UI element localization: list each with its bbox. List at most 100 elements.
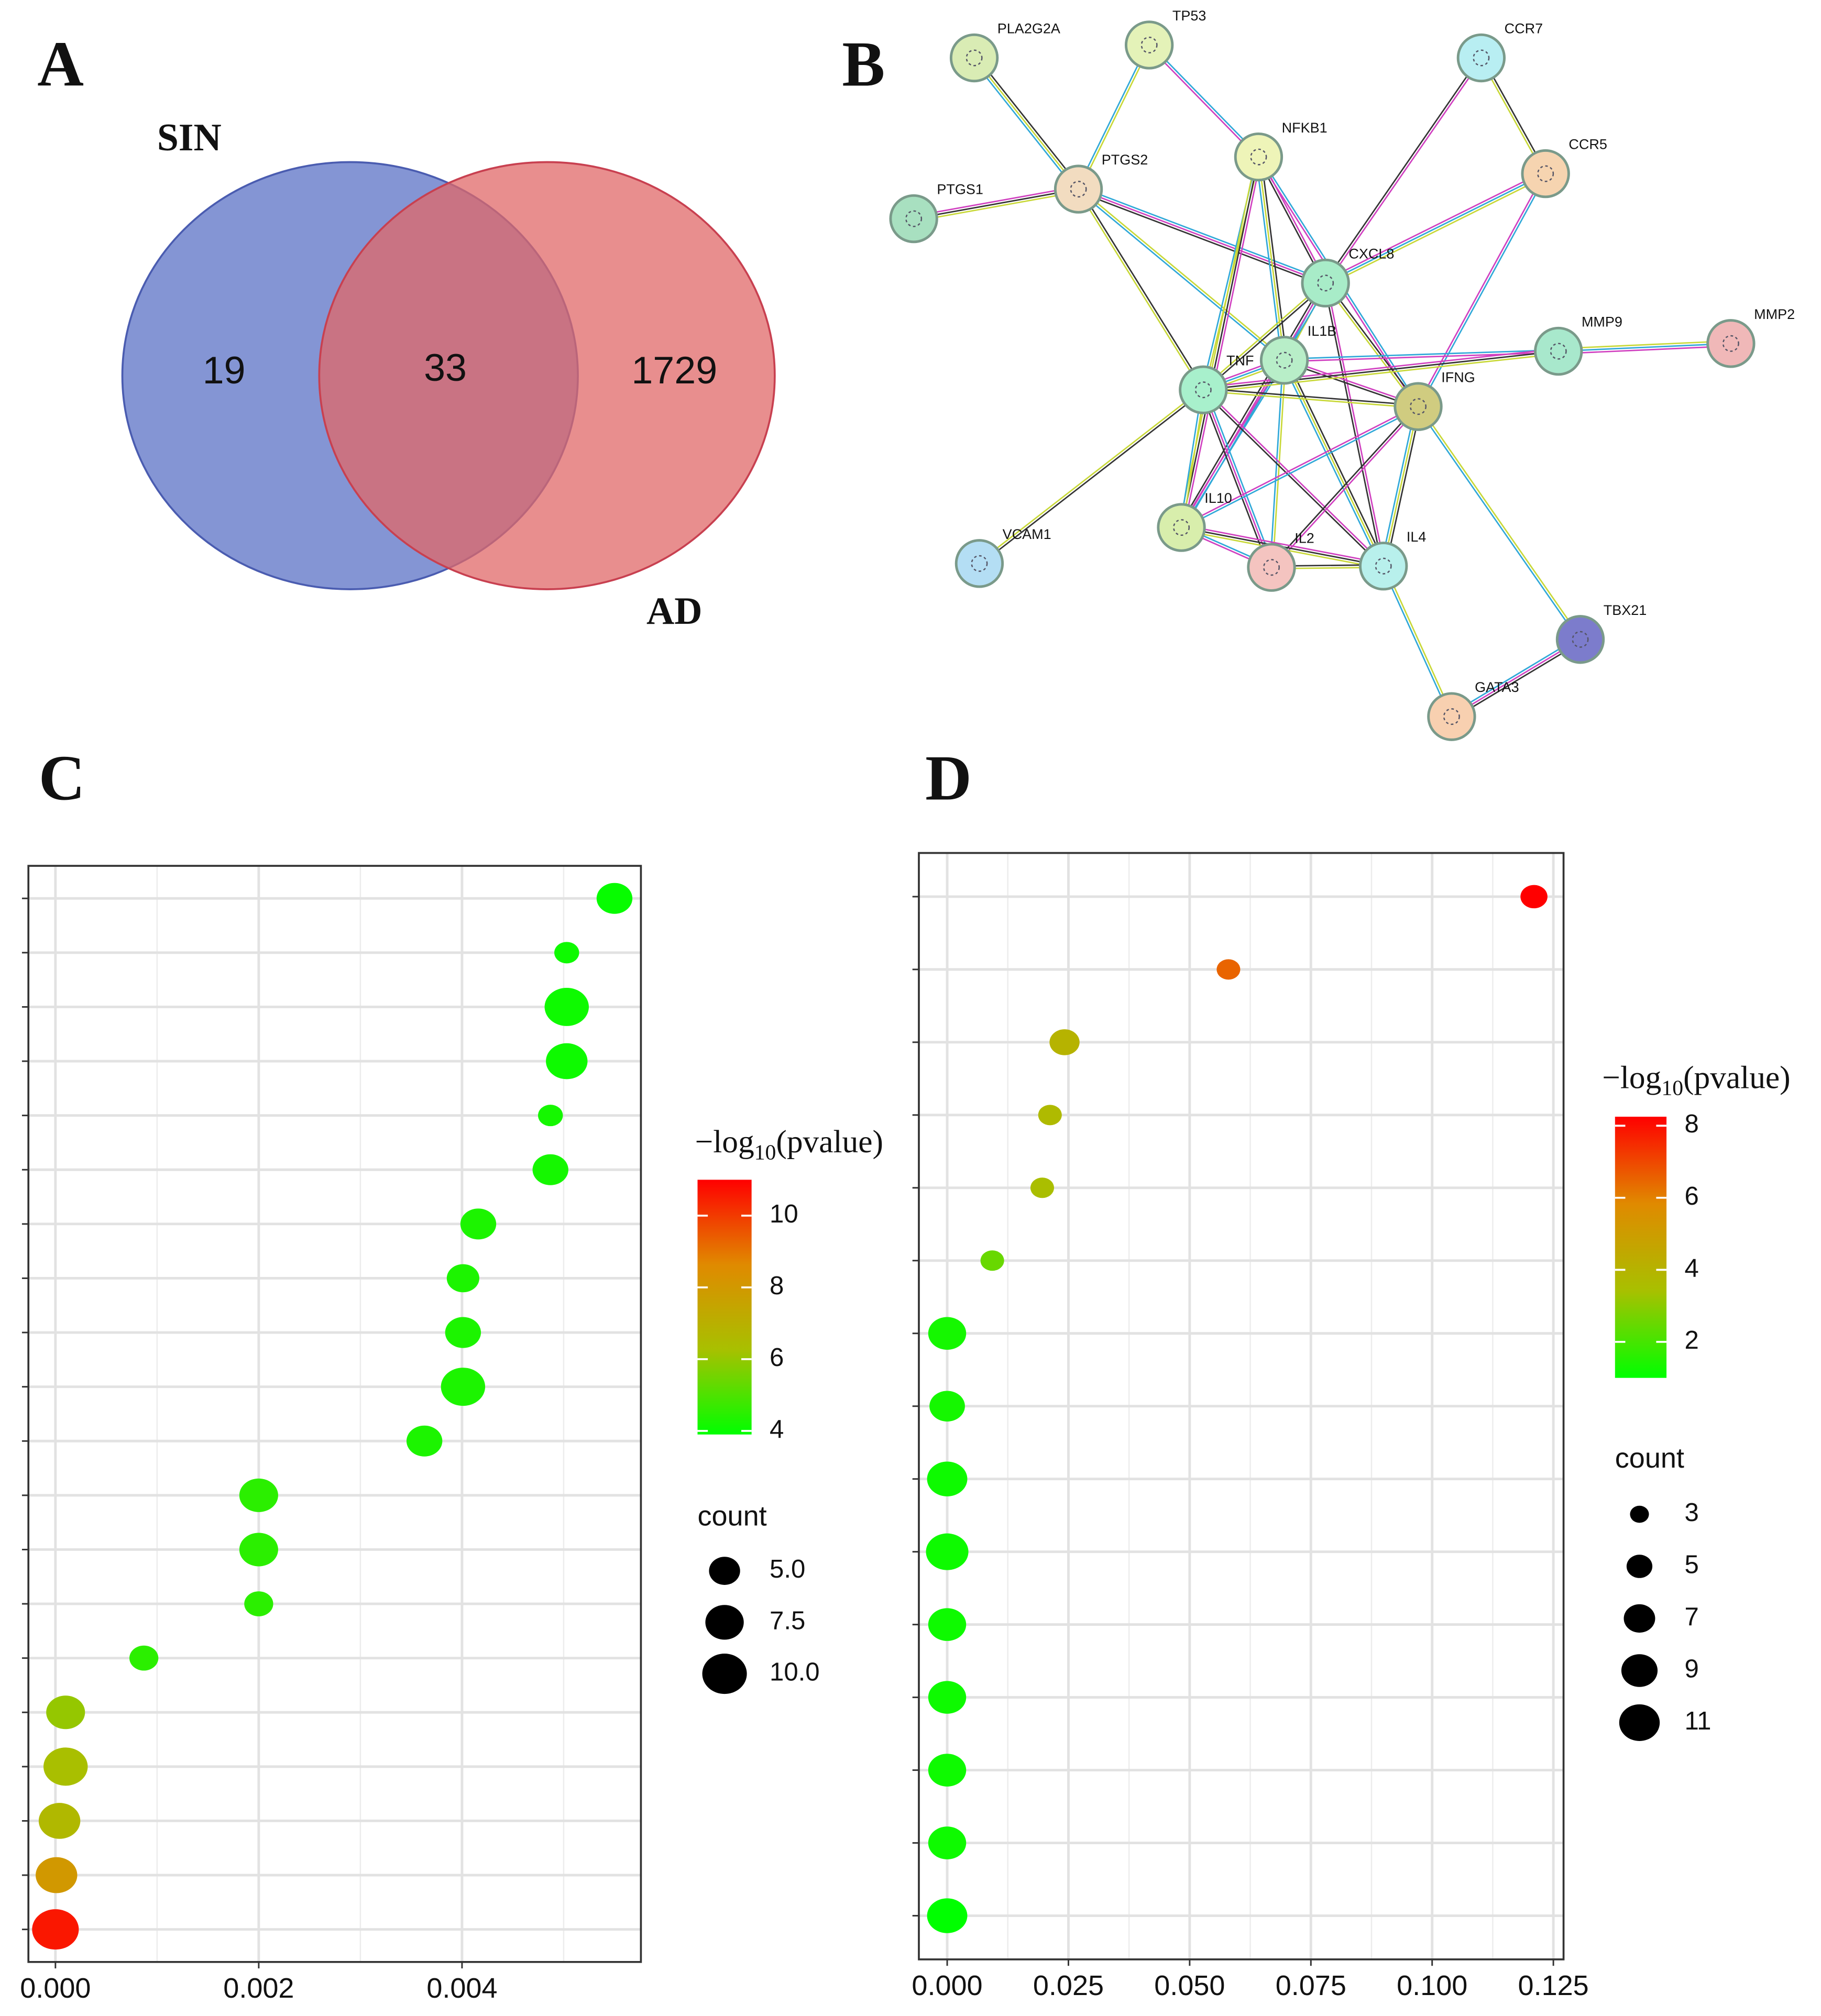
node [1394, 382, 1443, 431]
node [955, 539, 1004, 588]
point [239, 1478, 278, 1512]
edge [1380, 405, 1417, 566]
node [1534, 326, 1583, 376]
node-structure [1572, 631, 1589, 648]
point [928, 1826, 967, 1859]
node-label: IFNG [1441, 369, 1475, 385]
x-tick-label: 0.004 [426, 1973, 497, 2004]
edge [1079, 186, 1327, 282]
edge [1202, 389, 1272, 568]
point [239, 1533, 278, 1567]
plot-background [28, 866, 641, 1962]
plot-border [918, 852, 1565, 1960]
edge [1180, 157, 1259, 528]
size-legend-key [1621, 1654, 1658, 1687]
edge [1181, 407, 1419, 530]
edge [971, 59, 1077, 191]
point [929, 1391, 965, 1422]
node [1124, 20, 1174, 70]
node [1706, 319, 1756, 368]
node-structure [1722, 335, 1739, 352]
node [889, 194, 938, 244]
edge [1324, 57, 1481, 283]
x-tick-label: 0.000 [20, 1973, 91, 2004]
colorbar-title: −log10(pvalue) [1602, 1060, 1790, 1100]
edge [1385, 406, 1422, 567]
point [980, 1250, 1004, 1271]
edge [980, 390, 1205, 565]
size-legend-title: count [697, 1501, 766, 1532]
size-legend-key [1626, 1555, 1653, 1578]
size-legend-key [1630, 1505, 1649, 1523]
node [1427, 692, 1476, 741]
point [926, 1533, 969, 1570]
colorbar-title-part: (pvalue) [776, 1124, 883, 1160]
colorbar [1615, 1117, 1667, 1378]
edge [1271, 406, 1420, 569]
edge [1203, 283, 1327, 392]
edge [1181, 524, 1384, 565]
colorbar-title-part: (pvalue) [1683, 1060, 1791, 1095]
edge [1324, 170, 1545, 282]
edge [1203, 388, 1385, 566]
node-label: NFKB1 [1282, 120, 1328, 136]
size-legend-key [705, 1605, 744, 1640]
node-label: IL2 [1295, 530, 1314, 546]
edge [1383, 406, 1419, 567]
point [928, 1681, 967, 1714]
point [546, 1043, 588, 1079]
edge [1323, 283, 1383, 567]
colorbar-title-part: −log [1602, 1060, 1661, 1095]
size-legend-key [709, 1557, 740, 1585]
point [1216, 959, 1241, 980]
size-legend-title: count [1615, 1442, 1684, 1474]
venn-set [318, 161, 776, 590]
set-label: SIN [157, 116, 222, 159]
node [1359, 542, 1408, 591]
edge [1384, 565, 1454, 717]
edge [1258, 157, 1285, 360]
edge [1079, 45, 1151, 190]
colorbar-label: 8 [770, 1272, 784, 1300]
edge [1078, 188, 1326, 284]
node-label: TP53 [1172, 8, 1206, 24]
node [949, 33, 999, 83]
edge [1326, 58, 1483, 284]
venn-count: 19 [203, 348, 246, 392]
edge [1203, 353, 1559, 393]
point [129, 1645, 159, 1671]
node-label: IL1B [1308, 323, 1337, 339]
plot-border [27, 865, 642, 1963]
node-structure [1317, 274, 1334, 292]
point [244, 1591, 273, 1616]
edge [1200, 390, 1270, 569]
edge [1452, 641, 1582, 720]
node-structure [1410, 398, 1427, 415]
node-label: VCAM1 [1003, 526, 1051, 542]
point [928, 1608, 967, 1641]
point [532, 1154, 568, 1185]
point [36, 1857, 78, 1893]
edge [1183, 157, 1262, 528]
size-legend-label: 5.0 [770, 1555, 805, 1583]
node-label: MMP9 [1582, 314, 1622, 330]
node-structure [1276, 351, 1293, 369]
edge [1077, 189, 1284, 362]
node [1259, 336, 1309, 385]
node-label: PTGS1 [937, 182, 983, 197]
edge [1381, 566, 1451, 718]
node [1301, 258, 1350, 308]
venn-count: 33 [424, 346, 467, 389]
colorbar-title-part: −log [695, 1124, 754, 1160]
node-structure [966, 49, 983, 67]
x-tick-label: 0.025 [1033, 1970, 1104, 2001]
edge [1416, 406, 1580, 641]
colorbar-label: 4 [770, 1415, 784, 1444]
node-label: MMP2 [1754, 306, 1795, 322]
node-structure [1550, 343, 1567, 360]
colorbar-title-part: 10 [754, 1140, 776, 1164]
node-structure [1537, 165, 1554, 182]
point [928, 1317, 967, 1350]
point [927, 1461, 968, 1496]
edge [1324, 283, 1418, 408]
